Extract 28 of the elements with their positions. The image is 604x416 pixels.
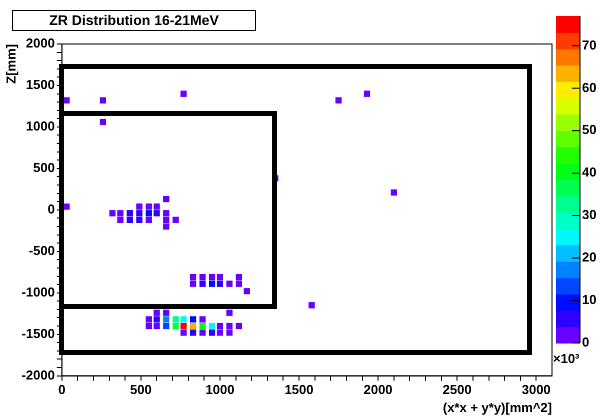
y-tick-label: 0: [48, 201, 55, 216]
y-tick-label: -500: [28, 242, 55, 258]
color-bar-label: 30: [582, 207, 596, 222]
y-axis-title: Z[mm]: [3, 44, 18, 84]
y-tick-label: -1500: [22, 326, 55, 341]
y-tick-label: 500: [33, 160, 55, 176]
y-tick-label: 2000: [26, 36, 55, 51]
text: ×10³: [553, 351, 580, 366]
x-tick-label: 500: [130, 382, 152, 398]
x-tick-label: 2500: [442, 382, 472, 398]
color-bar-label: 10: [582, 292, 596, 308]
y-tick-label: -1000: [22, 284, 55, 300]
x-tick-label: 0: [58, 382, 66, 398]
x-tick-label: 2000: [364, 382, 393, 398]
color-bar-label: 40: [582, 164, 596, 180]
color-bar-label: 60: [582, 80, 596, 95]
x-tick-label: 3000: [522, 382, 551, 398]
color-bar-label: 70: [582, 37, 596, 52]
y-tick-label: 1500: [26, 77, 55, 92]
x-tick-label: 1500: [284, 382, 314, 398]
color-bar-label: 20: [582, 250, 596, 265]
y-tick-label: 1000: [26, 118, 55, 134]
x-tick-label: 1000: [206, 382, 234, 398]
chart-title: ZR Distribution 16-21MeV: [12, 10, 256, 31]
color-bar-label: 0: [582, 334, 590, 350]
x-axis-title: (x*x + y*y)[mm^2]: [442, 400, 552, 415]
color-bar-label: 50: [582, 122, 596, 138]
y-tick-label: -2000: [22, 367, 55, 382]
